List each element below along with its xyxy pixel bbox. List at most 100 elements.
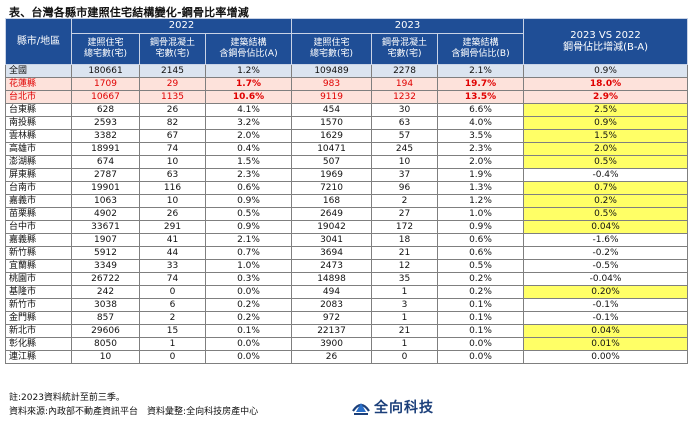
cell-steel-2022: 0 xyxy=(139,285,206,299)
cell-total-2023: 2083 xyxy=(291,298,373,312)
cell-ratio-2022: 0.7% xyxy=(204,246,293,260)
cell-ratio-2023: 1.0% xyxy=(437,207,525,221)
cell-steel-2023: 63 xyxy=(371,116,439,130)
cell-change: -0.04% xyxy=(523,272,689,286)
cell-ratio-2022: 10.6% xyxy=(204,90,293,104)
cell-total-2023: 1969 xyxy=(291,168,373,182)
table-row: 新北市 29606 15 0.1% 22137 21 0.1% 0.04% xyxy=(5,324,689,338)
cell-steel-2022: 44 xyxy=(139,246,206,260)
cell-total-2022: 2593 xyxy=(71,116,140,130)
cell-change: 2.5% xyxy=(523,103,689,117)
cell-region: 嘉義市 xyxy=(5,194,72,208)
table-row: 台北市 10667 1135 10.6% 9119 1232 13.5% 2.9% xyxy=(5,90,689,104)
cell-ratio-2022: 3.2% xyxy=(204,116,293,130)
cell-total-2023: 3694 xyxy=(291,246,373,260)
cell-steel-2022: 291 xyxy=(139,220,206,234)
cell-region: 基隆市 xyxy=(5,285,72,299)
cell-total-2023: 507 xyxy=(291,155,373,169)
cell-ratio-2023: 0.5% xyxy=(437,259,525,273)
cell-steel-2022: 2 xyxy=(139,311,206,325)
header-ratio-2022: 建築結構 含鋼骨佔比(A) xyxy=(204,33,293,65)
header-year-2023: 2023 xyxy=(291,18,525,34)
cell-ratio-2022: 2.3% xyxy=(204,168,293,182)
cell-ratio-2023: 0.6% xyxy=(437,246,525,260)
cell-steel-2022: 1135 xyxy=(139,90,206,104)
cell-total-2023: 3900 xyxy=(291,337,373,351)
cell-total-2022: 19901 xyxy=(71,181,140,195)
cell-ratio-2022: 0.5% xyxy=(204,207,293,221)
table-row: 雲林縣 3382 67 2.0% 1629 57 3.5% 1.5% xyxy=(5,129,689,143)
table-row: 苗栗縣 4902 26 0.5% 2649 27 1.0% 0.5% xyxy=(5,207,689,221)
cell-steel-2022: 63 xyxy=(139,168,206,182)
cell-ratio-2022: 0.0% xyxy=(204,350,293,364)
cell-total-2022: 5912 xyxy=(71,246,140,260)
cell-change: 0.9% xyxy=(523,116,689,130)
table-row: 金門縣 857 2 0.2% 972 1 0.1% -0.1% xyxy=(5,311,689,325)
cell-steel-2023: 3 xyxy=(371,298,439,312)
cell-region: 桃園市 xyxy=(5,272,72,286)
cell-total-2022: 1063 xyxy=(71,194,140,208)
cell-total-2022: 3038 xyxy=(71,298,140,312)
cell-total-2022: 1709 xyxy=(71,77,140,91)
table-row: 高雄市 18991 74 0.4% 10471 245 2.3% 2.0% xyxy=(5,142,689,156)
header-change-line2: 鋼骨佔比增減(B-A) xyxy=(563,41,648,53)
table-row: 澎湖縣 674 10 1.5% 507 10 2.0% 0.5% xyxy=(5,155,689,169)
cell-ratio-2022: 0.6% xyxy=(204,181,293,195)
header-steel-2023: 鋼骨混凝土 宅數(宅) xyxy=(371,33,439,65)
table-row: 彰化縣 8050 1 0.0% 3900 1 0.0% 0.01% xyxy=(5,337,689,351)
cell-change: 0.04% xyxy=(523,324,689,338)
cell-region: 台中市 xyxy=(5,220,72,234)
cell-region: 新北市 xyxy=(5,324,72,338)
table-row: 台南市 19901 116 0.6% 7210 96 1.3% 0.7% xyxy=(5,181,689,195)
cell-ratio-2022: 4.1% xyxy=(204,103,293,117)
header-region: 縣市/地區 xyxy=(5,18,72,65)
cell-change: -0.5% xyxy=(523,259,689,273)
cell-region: 新竹市 xyxy=(5,298,72,312)
cell-ratio-2023: 1.9% xyxy=(437,168,525,182)
cell-total-2022: 3349 xyxy=(71,259,140,273)
cell-region: 苗栗縣 xyxy=(5,207,72,221)
table-row: 全國 180661 2145 1.2% 109489 2278 2.1% 0.9% xyxy=(5,64,689,78)
cell-region: 屏東縣 xyxy=(5,168,72,182)
cell-change: 0.9% xyxy=(523,64,689,78)
cell-change: 0.20% xyxy=(523,285,689,299)
cell-ratio-2023: 0.1% xyxy=(437,311,525,325)
cell-change: 0.04% xyxy=(523,220,689,234)
cell-change: -0.1% xyxy=(523,298,689,312)
cell-total-2023: 454 xyxy=(291,103,373,117)
source-line: 資料來源:內政部不動產資訊平台 資料彙整:全向科技房產中心 xyxy=(9,407,259,417)
cell-steel-2022: 74 xyxy=(139,142,206,156)
cell-region: 連江縣 xyxy=(5,350,72,364)
cell-region: 台東縣 xyxy=(5,103,72,117)
cell-change: 0.2% xyxy=(523,194,689,208)
cell-ratio-2022: 0.0% xyxy=(204,337,293,351)
cell-change: 0.00% xyxy=(523,350,689,364)
cell-total-2022: 10667 xyxy=(71,90,140,104)
cell-steel-2023: 21 xyxy=(371,246,439,260)
cell-total-2022: 857 xyxy=(71,311,140,325)
table-row: 宜蘭縣 3349 33 1.0% 2473 12 0.5% -0.5% xyxy=(5,259,689,273)
cell-steel-2022: 10 xyxy=(139,155,206,169)
cell-total-2022: 2787 xyxy=(71,168,140,182)
cell-change: 0.5% xyxy=(523,155,689,169)
cell-steel-2023: 1 xyxy=(371,285,439,299)
cell-region: 宜蘭縣 xyxy=(5,259,72,273)
cell-steel-2022: 15 xyxy=(139,324,206,338)
cell-change: 0.5% xyxy=(523,207,689,221)
cell-region: 全國 xyxy=(5,64,72,78)
cell-total-2023: 2649 xyxy=(291,207,373,221)
table-row: 台中市 33671 291 0.9% 19042 172 0.9% 0.04% xyxy=(5,220,689,234)
cell-ratio-2022: 0.0% xyxy=(204,285,293,299)
cell-change: 18.0% xyxy=(523,77,689,91)
cell-ratio-2022: 0.2% xyxy=(204,311,293,325)
cell-total-2023: 19042 xyxy=(291,220,373,234)
cell-total-2023: 10471 xyxy=(291,142,373,156)
cell-steel-2023: 18 xyxy=(371,233,439,247)
cell-total-2023: 9119 xyxy=(291,90,373,104)
cell-ratio-2022: 0.9% xyxy=(204,220,293,234)
header-ratio-2023: 建築結構 含鋼骨佔比(B) xyxy=(437,33,525,65)
cell-total-2022: 3382 xyxy=(71,129,140,143)
cell-ratio-2023: 2.0% xyxy=(437,155,525,169)
cell-total-2022: 4902 xyxy=(71,207,140,221)
cell-ratio-2022: 0.9% xyxy=(204,194,293,208)
